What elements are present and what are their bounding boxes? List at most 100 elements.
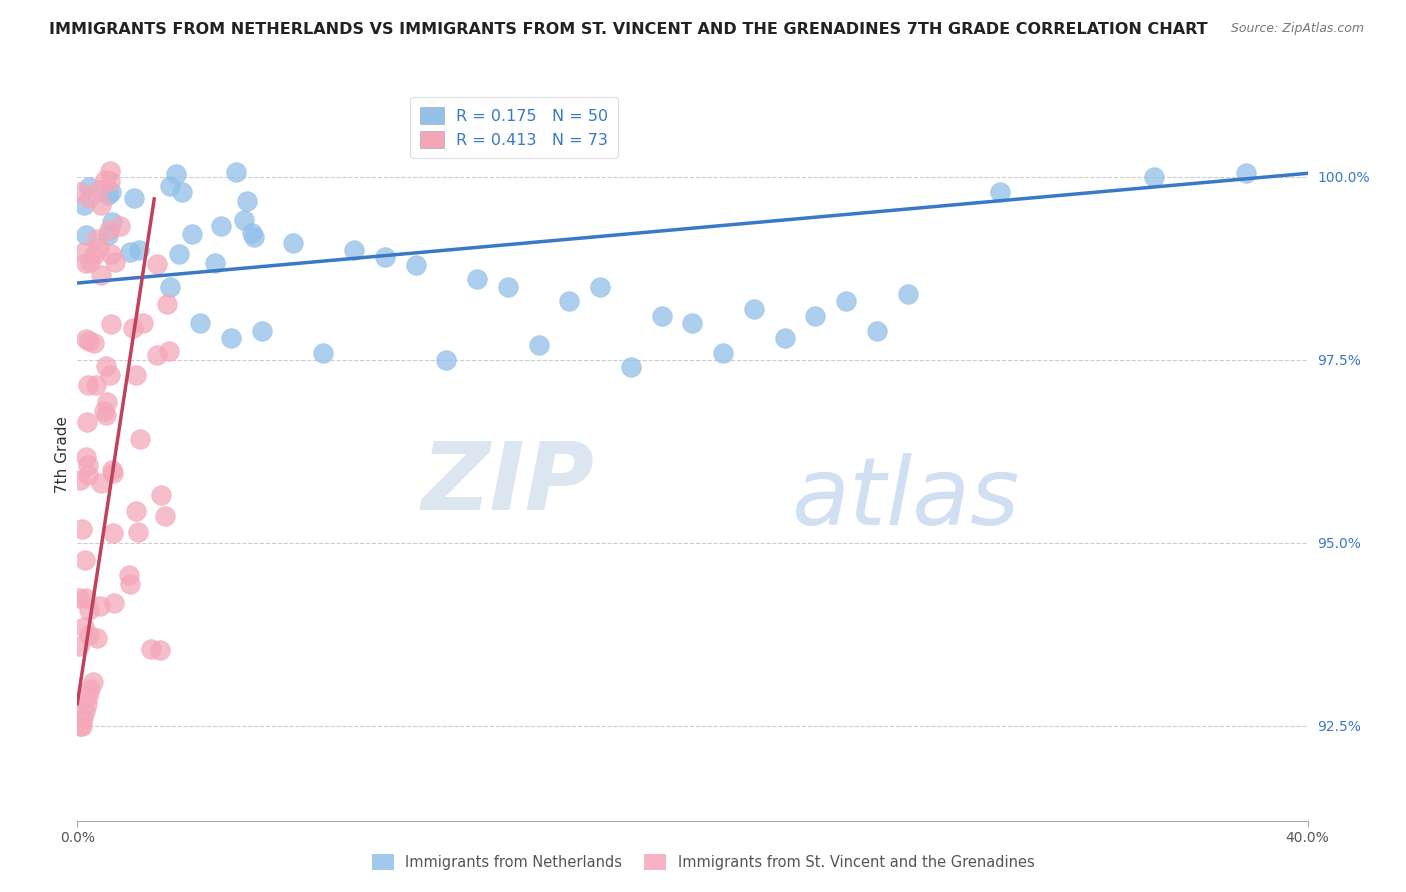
Point — [651, 309, 673, 323]
Point — [77, 628, 100, 642]
Point — [77, 468, 100, 483]
Point — [82, 674, 104, 689]
Point — [374, 251, 396, 265]
Point — [204, 256, 226, 270]
Point — [128, 243, 150, 257]
Text: ZIP: ZIP — [422, 438, 595, 530]
Point — [90, 475, 112, 490]
Point — [281, 235, 304, 250]
Point — [86, 631, 108, 645]
Point — [156, 297, 179, 311]
Point — [101, 525, 124, 540]
Point — [96, 359, 118, 374]
Point — [86, 232, 108, 246]
Point — [104, 254, 127, 268]
Point — [141, 642, 163, 657]
Point — [73, 553, 96, 567]
Point — [67, 591, 90, 605]
Point — [122, 191, 145, 205]
Point — [76, 415, 98, 429]
Point — [120, 244, 142, 259]
Point — [243, 230, 266, 244]
Point — [250, 324, 273, 338]
Point — [98, 174, 121, 188]
Text: IMMIGRANTS FROM NETHERLANDS VS IMMIGRANTS FROM ST. VINCENT AND THE GRENADINES 7T: IMMIGRANTS FROM NETHERLANDS VS IMMIGRANT… — [49, 22, 1208, 37]
Point — [108, 219, 131, 233]
Point — [75, 332, 97, 346]
Point — [170, 185, 193, 199]
Point — [496, 279, 519, 293]
Point — [866, 324, 889, 338]
Point — [75, 591, 97, 605]
Point — [90, 198, 112, 212]
Point — [70, 718, 93, 732]
Point — [75, 228, 97, 243]
Point — [70, 522, 93, 536]
Point — [312, 345, 335, 359]
Point — [97, 188, 120, 202]
Point — [159, 179, 181, 194]
Point — [125, 504, 148, 518]
Point — [120, 576, 142, 591]
Point — [711, 345, 734, 359]
Point — [124, 368, 146, 382]
Point — [97, 228, 120, 243]
Point — [236, 194, 259, 208]
Point — [219, 331, 242, 345]
Point — [804, 309, 827, 323]
Point — [527, 338, 550, 352]
Point — [98, 164, 121, 178]
Point — [77, 334, 100, 348]
Point — [558, 294, 581, 309]
Point — [73, 198, 96, 212]
Point — [589, 279, 612, 293]
Text: atlas: atlas — [792, 453, 1019, 544]
Point — [94, 172, 117, 186]
Point — [149, 488, 172, 502]
Point — [79, 255, 101, 269]
Point — [79, 191, 101, 205]
Point — [127, 524, 149, 539]
Point — [1234, 166, 1257, 180]
Point — [67, 640, 90, 654]
Point — [146, 257, 169, 271]
Point — [76, 697, 98, 711]
Point — [69, 473, 91, 487]
Point — [240, 226, 263, 240]
Point — [835, 294, 858, 309]
Point — [233, 213, 256, 227]
Point — [159, 279, 181, 293]
Point — [89, 268, 111, 282]
Point — [1143, 169, 1166, 184]
Point — [209, 219, 232, 233]
Point — [188, 316, 212, 330]
Point — [83, 335, 105, 350]
Point — [465, 272, 488, 286]
Point — [69, 718, 91, 732]
Point — [132, 316, 155, 330]
Point — [84, 377, 107, 392]
Point — [100, 185, 122, 199]
Text: Source: ZipAtlas.com: Source: ZipAtlas.com — [1230, 22, 1364, 36]
Point — [436, 352, 458, 367]
Legend: R = 0.175   N = 50, R = 0.413   N = 73: R = 0.175 N = 50, R = 0.413 N = 73 — [411, 97, 619, 158]
Point — [69, 185, 91, 199]
Point — [225, 165, 247, 179]
Point — [100, 463, 122, 477]
Point — [773, 331, 796, 345]
Point — [72, 711, 94, 725]
Point — [103, 596, 125, 610]
Point — [117, 568, 139, 582]
Point — [98, 368, 121, 382]
Point — [166, 167, 188, 181]
Point — [682, 316, 704, 330]
Point — [157, 344, 180, 359]
Point — [89, 599, 111, 614]
Point — [89, 241, 111, 255]
Point — [73, 704, 96, 718]
Point — [620, 360, 643, 375]
Point — [77, 458, 100, 472]
Point — [76, 377, 98, 392]
Point — [146, 348, 169, 362]
Point — [100, 246, 122, 260]
